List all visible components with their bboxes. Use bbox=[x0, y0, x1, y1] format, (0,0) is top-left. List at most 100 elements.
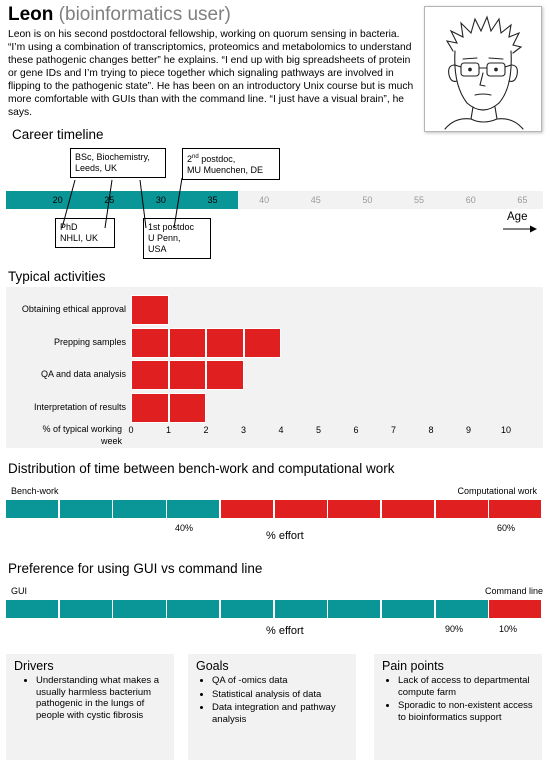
career-tick-label: 50 bbox=[362, 195, 373, 205]
activity-tick-label: 3 bbox=[240, 425, 246, 435]
pain-points-item: Lack of access to departmental compute f… bbox=[398, 675, 542, 698]
career-tick-label: 60 bbox=[465, 195, 476, 205]
career-tick-label: 30 bbox=[155, 195, 166, 205]
goals-panel: Goals QA of -omics data Statistical anal… bbox=[188, 654, 356, 760]
activity-tick-label: 2 bbox=[203, 425, 209, 435]
second-postdoc-label: postdoc, bbox=[198, 154, 236, 164]
connector-phd bbox=[104, 179, 113, 229]
gui-percent-label: 90% bbox=[445, 624, 464, 634]
gui-vs-cli-left-segment bbox=[381, 600, 435, 618]
goals-title: Goals bbox=[196, 659, 229, 673]
career-event-phd-line2: NHLI, UK bbox=[60, 233, 99, 243]
gui-vs-cli-title: Preference for using GUI vs command line bbox=[8, 561, 263, 576]
career-tick-label: 35 bbox=[207, 195, 218, 205]
bench-vs-comp-right-segment bbox=[489, 500, 542, 518]
activity-tick-label: 0 bbox=[128, 425, 134, 435]
activity-bar-unit bbox=[131, 327, 169, 358]
activity-bar-unit bbox=[131, 360, 169, 390]
career-tick-label: 40 bbox=[259, 195, 270, 205]
gui-effort-caption: % effort bbox=[266, 625, 304, 637]
activity-tick-label: 5 bbox=[315, 425, 321, 435]
activities-panel bbox=[6, 287, 543, 448]
ordinal-number: 2 bbox=[187, 154, 193, 164]
career-event-second-postdoc-line2: MU Muenchen, DE bbox=[187, 165, 264, 175]
career-tick-label: 20 bbox=[52, 195, 63, 205]
typical-activities-title: Typical activities bbox=[8, 269, 106, 284]
bench-vs-comp-right-segment bbox=[220, 500, 273, 518]
gui-vs-cli-left-segment bbox=[435, 600, 488, 618]
gui-label: GUI bbox=[11, 586, 28, 596]
career-tick-label: 45 bbox=[310, 195, 321, 205]
activity-tick-label: 1 bbox=[165, 425, 171, 435]
persona-description: Leon is on his second postdoctoral fello… bbox=[8, 29, 414, 118]
persona-name: Leon bbox=[8, 4, 54, 25]
activity-bar-unit bbox=[206, 327, 244, 358]
gui-vs-cli-left-segment bbox=[328, 600, 381, 618]
bench-work-label: Bench-work bbox=[11, 486, 59, 496]
bench-vs-comp-bar bbox=[6, 500, 543, 518]
career-tick-label: 55 bbox=[414, 195, 425, 205]
career-event-phd: PhD NHLI, UK bbox=[55, 218, 115, 248]
activity-tick-label: 4 bbox=[278, 425, 284, 435]
pain-points-item: Sporadic to non-existent access to bioin… bbox=[398, 700, 542, 723]
bench-vs-comp-left-segment bbox=[59, 500, 112, 518]
connector-bsc-left bbox=[61, 179, 76, 229]
career-connectors bbox=[61, 177, 537, 233]
activity-bar-unit bbox=[131, 295, 169, 325]
activity-bar-unit bbox=[131, 392, 169, 423]
cli-percent-label: 10% bbox=[499, 624, 518, 634]
activity-bar-unit bbox=[206, 360, 244, 390]
bench-vs-comp-left-segment bbox=[6, 500, 59, 518]
bench-vs-comp-right-segment bbox=[328, 500, 381, 518]
activities-axis-caption-line1: % of typical working bbox=[42, 424, 122, 434]
gui-vs-cli-right-segment bbox=[489, 600, 542, 618]
gui-vs-cli-left-segment bbox=[113, 600, 166, 618]
activity-tick-label: 7 bbox=[390, 425, 396, 435]
bench-vs-comp-left-segment bbox=[113, 500, 166, 518]
drivers-panel: Drivers Understanding what makes a usual… bbox=[6, 654, 174, 760]
pain-points-panel: Pain points Lack of access to department… bbox=[374, 654, 542, 760]
activity-tick-label: 10 bbox=[500, 425, 511, 435]
gui-vs-cli-left-segment bbox=[167, 600, 220, 618]
goals-item: Data integration and pathway analysis bbox=[212, 702, 356, 725]
drivers-item: Understanding what makes a usually harml… bbox=[36, 675, 174, 721]
career-event-first-postdoc-line2: U Penn, bbox=[148, 233, 181, 243]
career-tick-label: 65 bbox=[517, 195, 528, 205]
gui-vs-cli-left-segment bbox=[59, 600, 112, 618]
portrait-sketch-icon bbox=[444, 15, 524, 130]
career-event-second-postdoc: 2nd postdoc, MU Muenchen, DE bbox=[182, 148, 280, 180]
bench-percent-label: 40% bbox=[175, 523, 194, 533]
gui-vs-cli-left-segment bbox=[6, 600, 59, 618]
connector-bsc-right bbox=[139, 179, 147, 229]
goals-item: QA of -omics data bbox=[212, 675, 356, 687]
comp-percent-label: 60% bbox=[497, 523, 516, 533]
persona-portrait bbox=[424, 6, 542, 132]
activity-label: Interpretation of results bbox=[33, 401, 126, 412]
bench-vs-comp-right-segment bbox=[274, 500, 327, 518]
activities-axis-caption-line2: week bbox=[100, 436, 122, 446]
gui-vs-cli-left-segment bbox=[274, 600, 327, 618]
career-event-first-postdoc: 1st postdoc U Penn, USA bbox=[143, 218, 211, 259]
activity-bar-unit bbox=[168, 327, 206, 358]
drivers-list: Understanding what makes a usually harml… bbox=[6, 675, 174, 721]
goals-item: Statistical analysis of data bbox=[212, 689, 356, 701]
activity-label: Prepping samples bbox=[53, 336, 126, 347]
connector-second-postdoc bbox=[173, 177, 183, 229]
persona-title: Leon (bioinformatics user) bbox=[8, 4, 231, 26]
goals-list: QA of -omics data Statistical analysis o… bbox=[188, 675, 356, 725]
persona-role: (bioinformatics user) bbox=[58, 4, 231, 25]
activity-label: Obtaining ethical approval bbox=[21, 304, 126, 314]
career-event-bsc-line1: BSc, Biochemistry, bbox=[75, 152, 150, 162]
career-event-bsc-line2: Leeds, UK bbox=[75, 163, 118, 173]
activity-tick-label: 6 bbox=[353, 425, 359, 435]
activity-bar-unit bbox=[168, 392, 206, 423]
activity-label: QA and data analysis bbox=[40, 369, 126, 379]
career-timeline-title: Career timeline bbox=[12, 127, 104, 142]
drivers-title: Drivers bbox=[14, 659, 54, 673]
bench-vs-comp-right-segment bbox=[381, 500, 435, 518]
activity-bar-unit bbox=[243, 327, 281, 358]
career-event-first-postdoc-line3: USA bbox=[148, 244, 167, 254]
activities-axis-caption: % of typical working week bbox=[6, 423, 122, 447]
bench-vs-comp-title: Distribution of time between bench-work … bbox=[8, 461, 395, 476]
ordinal-suffix: nd bbox=[192, 154, 199, 160]
